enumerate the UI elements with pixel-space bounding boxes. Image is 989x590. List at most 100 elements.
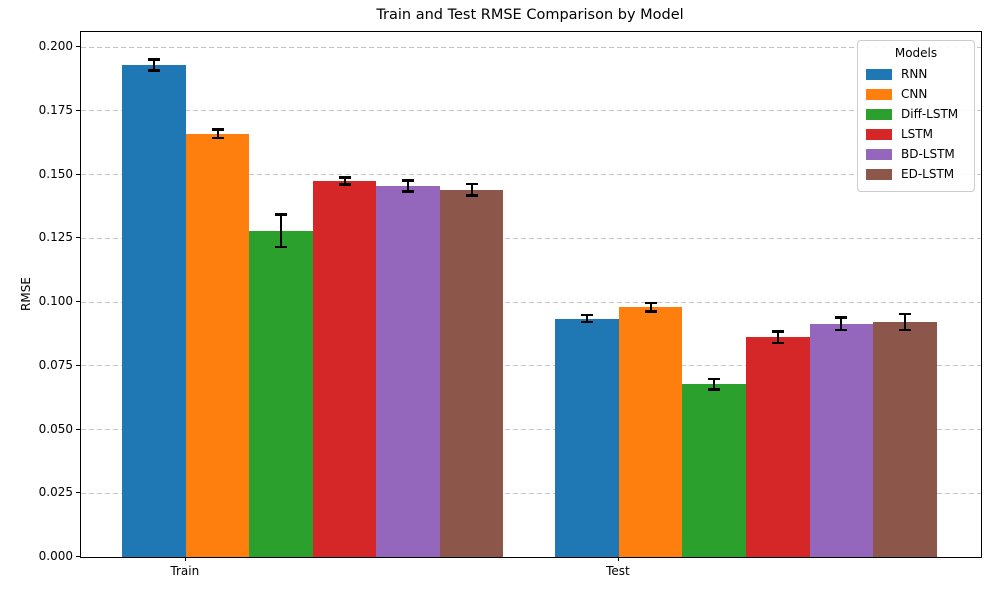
error-bar-cap-bottom — [708, 388, 721, 391]
plot-area — [80, 31, 982, 558]
error-bar-cap-top — [581, 313, 594, 317]
error-bar — [343, 177, 346, 185]
legend-item-lstm: LSTM — [866, 124, 966, 144]
legend-label: RNN — [901, 67, 928, 81]
y-tick-label: 0.150 — [38, 166, 73, 181]
legend-swatch-lstm — [866, 128, 892, 140]
error-bar-cap-bottom — [275, 245, 288, 249]
y-tick-mark — [76, 237, 80, 239]
y-tick-mark — [76, 492, 80, 494]
error-bar — [776, 331, 779, 344]
bar-test-cnn — [618, 307, 683, 557]
error-bar-cap-bottom — [148, 69, 161, 72]
legend-item-diff-lstm: Diff-LSTM — [866, 104, 966, 124]
y-tick-label: 0.175 — [38, 102, 73, 117]
legend-swatch-bd-lstm — [866, 148, 892, 160]
error-bar-cap-bottom — [835, 328, 848, 332]
bar-train-bd-lstm — [376, 186, 440, 557]
x-tick-mark — [184, 557, 186, 561]
y-tick-mark — [76, 364, 80, 366]
y-gridline — [81, 237, 981, 239]
bar-test-bd-lstm — [809, 323, 874, 557]
legend-swatch-rnn — [866, 68, 892, 80]
legend-label: BD-LSTM — [901, 147, 955, 161]
y-tick-label: 0.100 — [38, 294, 73, 309]
legend-item-bd-lstm: BD-LSTM — [866, 144, 966, 164]
legend-swatch-cnn — [866, 88, 892, 100]
y-tick-label: 0.125 — [38, 230, 73, 245]
legend-label: Diff-LSTM — [901, 107, 959, 121]
y-tick-mark — [76, 109, 80, 111]
y-gridline — [81, 174, 981, 176]
y-tick-mark — [76, 428, 80, 430]
legend-label: CNN — [901, 87, 928, 101]
y-tick-label: 0.200 — [38, 39, 73, 54]
bar-test-diff-lstm — [682, 384, 746, 557]
bar-train-cnn — [185, 133, 250, 557]
y-gridline — [81, 365, 981, 367]
error-bar — [153, 59, 156, 71]
legend-label: ED-LSTM — [901, 167, 955, 181]
error-bar — [649, 302, 652, 312]
error-bar — [586, 314, 589, 323]
y-tick-label: 0.075 — [38, 357, 73, 372]
y-tick-mark — [76, 556, 80, 557]
error-bar-cap-bottom — [771, 341, 784, 345]
error-bar — [713, 378, 716, 390]
error-bar — [840, 317, 843, 331]
error-bar-cap-top — [402, 179, 415, 182]
error-bar-cap-top — [275, 213, 288, 216]
legend-item-ed-lstm: ED-LSTM — [866, 164, 966, 184]
error-bar-cap-top — [898, 312, 911, 316]
y-gridline — [81, 301, 981, 303]
error-bar-cap-bottom — [898, 328, 911, 332]
bar-train-ed-lstm — [439, 189, 504, 557]
error-bar-cap-top — [771, 330, 784, 333]
y-gridline — [81, 46, 981, 48]
x-tick-mark — [617, 557, 619, 561]
bar-train-lstm — [312, 180, 377, 557]
error-bar-cap-top — [708, 377, 721, 380]
y-gridline — [81, 110, 981, 112]
y-gridline — [81, 492, 981, 494]
legend-label: LSTM — [901, 127, 933, 141]
y-tick-mark — [76, 173, 80, 175]
error-bar-cap-top — [148, 58, 161, 61]
error-bar-cap-bottom — [211, 136, 224, 140]
bar-train-diff-lstm — [249, 230, 313, 557]
y-tick-label: 0.050 — [38, 421, 73, 436]
error-bar-cap-top — [338, 176, 351, 179]
error-bar-cap-top — [465, 182, 478, 186]
legend: Models RNN CNN Diff-LSTM LSTM BD-LSTM ED-LSTM — [857, 40, 975, 192]
error-bar-cap-bottom — [338, 183, 351, 186]
y-tick-mark — [76, 46, 80, 48]
error-bar-cap-bottom — [465, 194, 478, 197]
bar-test-ed-lstm — [873, 321, 937, 557]
legend-title: Models — [894, 46, 938, 60]
error-bar-cap-bottom — [402, 190, 415, 193]
legend-swatch-ed-lstm — [866, 168, 892, 180]
y-tick-label: 0.000 — [38, 549, 73, 563]
error-bar — [280, 214, 283, 248]
bar-test-rnn — [555, 318, 619, 557]
legend-entries: RNN CNN Diff-LSTM LSTM BD-LSTM ED-LSTM — [866, 64, 966, 184]
legend-item-rnn: RNN — [866, 64, 966, 84]
error-bar — [407, 180, 410, 192]
error-bar-cap-bottom — [581, 320, 594, 324]
y-tick-mark — [76, 301, 80, 303]
error-bar-cap-top — [835, 316, 848, 319]
legend-swatch-diff-lstm — [866, 108, 892, 120]
error-bar-cap-bottom — [644, 310, 657, 313]
bar-test-lstm — [745, 337, 810, 557]
error-bar — [470, 183, 473, 196]
y-tick-label: 0.025 — [38, 485, 73, 500]
x-tick-label: Train — [170, 564, 200, 578]
x-tick-label: Test — [606, 564, 630, 578]
bar-train-rnn — [122, 64, 186, 557]
error-bar — [216, 129, 219, 139]
error-bar-cap-top — [644, 301, 657, 305]
error-bar — [903, 313, 906, 331]
legend-item-cnn: CNN — [866, 84, 966, 104]
y-gridline — [81, 429, 981, 430]
